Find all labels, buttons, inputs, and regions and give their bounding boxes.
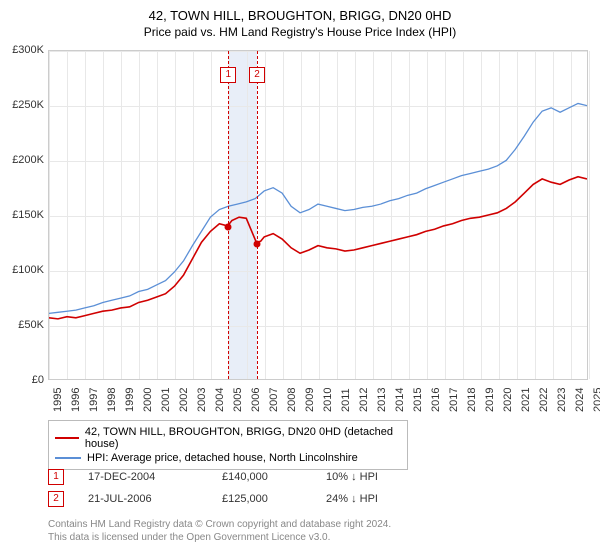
transaction-date: 17-DEC-2004 xyxy=(88,471,198,483)
transaction-delta: 10% ↓ HPI xyxy=(326,471,416,483)
x-tick-label: 2007 xyxy=(268,388,280,412)
transaction-marker: 1 xyxy=(220,67,236,83)
legend-item: 42, TOWN HILL, BROUGHTON, BRIGG, DN20 0H… xyxy=(55,425,401,451)
x-tick-label: 2001 xyxy=(160,388,172,412)
y-tick-label: £200K xyxy=(2,154,44,166)
footer-line-2: This data is licensed under the Open Gov… xyxy=(48,531,391,544)
x-tick-label: 2019 xyxy=(484,388,496,412)
x-tick-label: 1996 xyxy=(70,388,82,412)
x-tick-label: 2016 xyxy=(430,388,442,412)
x-tick-label: 2020 xyxy=(502,388,514,412)
footer-line-1: Contains HM Land Registry data © Crown c… xyxy=(48,518,391,531)
x-tick-label: 2018 xyxy=(466,388,478,412)
legend-label: HPI: Average price, detached house, Nort… xyxy=(87,452,358,464)
x-tick-label: 2015 xyxy=(412,388,424,412)
x-tick-label: 1995 xyxy=(52,388,64,412)
x-tick-label: 2021 xyxy=(520,388,532,412)
x-tick-label: 2002 xyxy=(178,388,190,412)
legend-label: 42, TOWN HILL, BROUGHTON, BRIGG, DN20 0H… xyxy=(85,426,401,450)
transaction-point xyxy=(254,240,261,247)
x-tick-label: 2008 xyxy=(286,388,298,412)
attribution-footer: Contains HM Land Registry data © Crown c… xyxy=(48,518,391,544)
x-tick-label: 2000 xyxy=(142,388,154,412)
legend-swatch xyxy=(55,437,79,439)
x-tick-label: 2006 xyxy=(250,388,262,412)
x-tick-label: 2003 xyxy=(196,388,208,412)
x-tick-label: 2014 xyxy=(394,388,406,412)
y-tick-label: £300K xyxy=(2,44,44,56)
transaction-delta: 24% ↓ HPI xyxy=(326,493,416,505)
x-tick-label: 2011 xyxy=(340,388,352,412)
legend-box: 42, TOWN HILL, BROUGHTON, BRIGG, DN20 0H… xyxy=(48,420,408,470)
chart-container: 42, TOWN HILL, BROUGHTON, BRIGG, DN20 0H… xyxy=(0,0,600,560)
x-tick-label: 2004 xyxy=(214,388,226,412)
x-tick-label: 1999 xyxy=(124,388,136,412)
transaction-row: 1 17-DEC-2004 £140,000 10% ↓ HPI xyxy=(48,466,416,488)
legend-swatch xyxy=(55,457,81,459)
transaction-marker: 2 xyxy=(249,67,265,83)
x-tick-label: 2023 xyxy=(556,388,568,412)
transaction-index: 2 xyxy=(48,491,64,507)
x-tick-label: 2010 xyxy=(322,388,334,412)
chart-subtitle: Price paid vs. HM Land Registry's House … xyxy=(0,23,600,39)
transaction-point xyxy=(225,224,232,231)
x-tick-label: 2022 xyxy=(538,388,550,412)
legend-item: HPI: Average price, detached house, Nort… xyxy=(55,451,401,465)
line-layer xyxy=(49,51,587,379)
transactions-table: 1 17-DEC-2004 £140,000 10% ↓ HPI 2 21-JUL-200… xyxy=(48,466,416,510)
y-tick-label: £50K xyxy=(2,319,44,331)
transaction-date: 21-JUL-2006 xyxy=(88,493,198,505)
x-tick-label: 2017 xyxy=(448,388,460,412)
transaction-price: £140,000 xyxy=(222,471,302,483)
y-tick-label: £0 xyxy=(2,374,44,386)
x-tick-label: 2005 xyxy=(232,388,244,412)
x-tick-label: 2024 xyxy=(574,388,586,412)
x-tick-label: 2012 xyxy=(358,388,370,412)
transaction-index: 1 xyxy=(48,469,64,485)
x-tick-label: 2025 xyxy=(592,388,600,412)
series-line xyxy=(49,177,587,319)
x-tick-label: 2013 xyxy=(376,388,388,412)
y-tick-label: £150K xyxy=(2,209,44,221)
chart-title: 42, TOWN HILL, BROUGHTON, BRIGG, DN20 0H… xyxy=(0,0,600,23)
plot-area: 12 xyxy=(48,50,588,380)
x-tick-label: 1998 xyxy=(106,388,118,412)
y-tick-label: £250K xyxy=(2,99,44,111)
transaction-row: 2 21-JUL-2006 £125,000 24% ↓ HPI xyxy=(48,488,416,510)
transaction-price: £125,000 xyxy=(222,493,302,505)
x-tick-label: 1997 xyxy=(88,388,100,412)
x-tick-label: 2009 xyxy=(304,388,316,412)
y-tick-label: £100K xyxy=(2,264,44,276)
